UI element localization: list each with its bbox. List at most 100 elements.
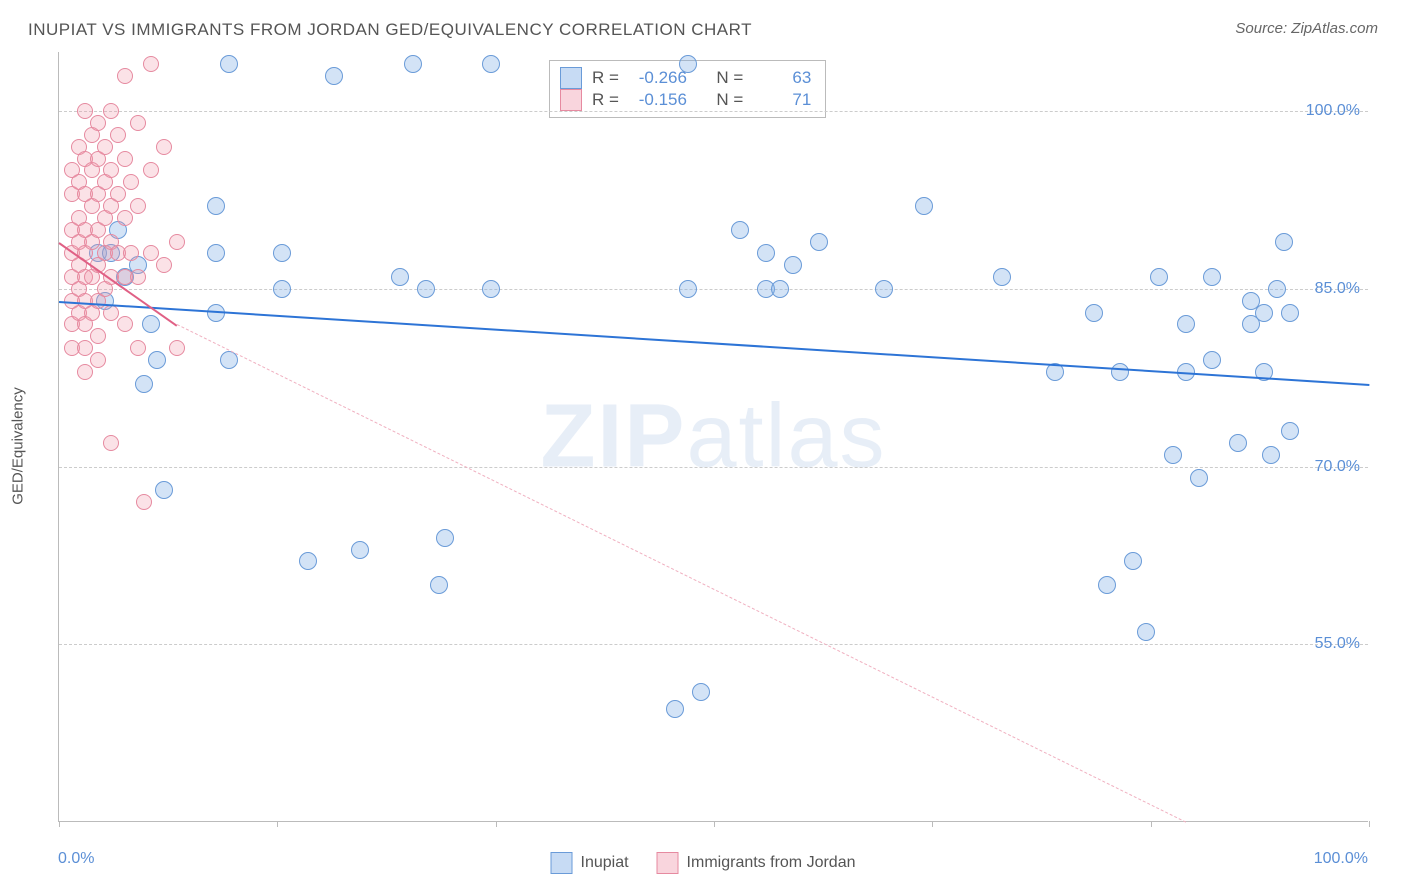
scatter-point [404, 55, 422, 73]
legend-label-2: Immigrants from Jordan [687, 854, 856, 872]
scatter-point [391, 268, 409, 286]
scatter-point [351, 541, 369, 559]
scatter-point [1275, 233, 1293, 251]
scatter-point [207, 244, 225, 262]
scatter-point [1098, 576, 1116, 594]
scatter-point [142, 315, 160, 333]
scatter-point [273, 244, 291, 262]
scatter-point [130, 115, 146, 131]
scatter-point [220, 55, 238, 73]
watermark-atlas: atlas [686, 386, 886, 486]
scatter-point [135, 375, 153, 393]
scatter-point [103, 435, 119, 451]
scatter-point [123, 174, 139, 190]
swatch-blue-icon [551, 852, 573, 874]
scatter-point [1164, 446, 1182, 464]
swatch-pink-icon [657, 852, 679, 874]
gridline [59, 644, 1368, 645]
scatter-point [1190, 469, 1208, 487]
scatter-point [1229, 434, 1247, 452]
xtick [714, 821, 715, 827]
scatter-point [679, 55, 697, 73]
scatter-point [143, 56, 159, 72]
scatter-point [1281, 304, 1299, 322]
xtick [1151, 821, 1152, 827]
n-value-1: 63 [753, 68, 811, 88]
swatch-pink-icon [560, 89, 582, 111]
source-attribution: Source: ZipAtlas.com [1235, 20, 1378, 37]
scatter-point [1262, 446, 1280, 464]
scatter-point [417, 280, 435, 298]
source-link[interactable]: ZipAtlas.com [1291, 20, 1378, 37]
ytick-label: 100.0% [1306, 102, 1360, 120]
scatter-point [90, 328, 106, 344]
scatter-point [993, 268, 1011, 286]
scatter-point [1203, 351, 1221, 369]
scatter-point [110, 127, 126, 143]
ytick-label: 70.0% [1315, 458, 1360, 476]
scatter-point [875, 280, 893, 298]
gridline [59, 289, 1368, 290]
plot-area: ZIPatlas R = -0.266 N = 63 R = -0.156 N … [58, 52, 1368, 822]
scatter-point [915, 197, 933, 215]
scatter-point [117, 151, 133, 167]
scatter-point [666, 700, 684, 718]
gridline [59, 467, 1368, 468]
scatter-point [1085, 304, 1103, 322]
scatter-point [731, 221, 749, 239]
scatter-point [103, 162, 119, 178]
scatter-point [757, 244, 775, 262]
scatter-point [103, 305, 119, 321]
r-label: R = [592, 90, 619, 110]
scatter-point [784, 256, 802, 274]
r-value-2: -0.156 [629, 90, 687, 110]
swatch-blue-icon [560, 67, 582, 89]
y-axis-label: GED/Equivalency [10, 387, 27, 505]
scatter-point [90, 115, 106, 131]
scatter-point [117, 210, 133, 226]
bottom-legend: Inupiat Immigrants from Jordan [551, 852, 856, 874]
stats-row-2: R = -0.156 N = 71 [560, 89, 811, 111]
scatter-point [130, 198, 146, 214]
scatter-point [123, 245, 139, 261]
scatter-point [810, 233, 828, 251]
gridline [59, 111, 1368, 112]
scatter-point [1268, 280, 1286, 298]
scatter-point [325, 67, 343, 85]
n-label: N = [716, 68, 743, 88]
scatter-point [156, 139, 172, 155]
x-start-label: 0.0% [58, 850, 94, 868]
scatter-point [77, 103, 93, 119]
chart-title: INUPIAT VS IMMIGRANTS FROM JORDAN GED/EQ… [28, 20, 752, 40]
scatter-point [1177, 315, 1195, 333]
legend-label-1: Inupiat [581, 854, 629, 872]
scatter-point [143, 245, 159, 261]
trendline [177, 325, 1186, 823]
scatter-point [103, 103, 119, 119]
watermark-zip: ZIP [540, 386, 686, 486]
scatter-point [90, 352, 106, 368]
n-value-2: 71 [753, 90, 811, 110]
scatter-point [117, 68, 133, 84]
scatter-point [110, 186, 126, 202]
scatter-point [143, 162, 159, 178]
scatter-point [148, 351, 166, 369]
scatter-point [1124, 552, 1142, 570]
xtick [59, 821, 60, 827]
scatter-point [299, 552, 317, 570]
scatter-point [273, 280, 291, 298]
scatter-point [1111, 363, 1129, 381]
scatter-point [77, 340, 93, 356]
scatter-point [117, 316, 133, 332]
xtick [1369, 821, 1370, 827]
scatter-point [1255, 304, 1273, 322]
source-prefix: Source: [1235, 20, 1291, 37]
scatter-point [136, 494, 152, 510]
legend-item-1: Inupiat [551, 852, 629, 874]
scatter-point [436, 529, 454, 547]
xtick [277, 821, 278, 827]
scatter-point [771, 280, 789, 298]
scatter-point [169, 234, 185, 250]
scatter-point [482, 280, 500, 298]
scatter-point [482, 55, 500, 73]
